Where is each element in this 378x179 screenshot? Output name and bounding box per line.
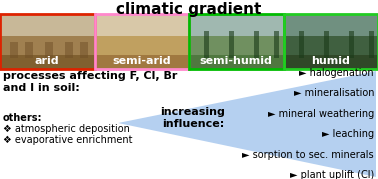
Bar	[204, 30, 209, 58]
Bar	[0, 55, 94, 69]
Text: ► halogenation: ► halogenation	[299, 68, 374, 78]
Text: processes affecting F, Cl, Br
and I in soil:: processes affecting F, Cl, Br and I in s…	[3, 71, 177, 93]
Bar	[94, 14, 189, 69]
Bar	[189, 36, 284, 61]
Text: ► plant uplift (Cl): ► plant uplift (Cl)	[290, 170, 374, 179]
Text: humid: humid	[311, 56, 350, 66]
Text: ► mineral weathering: ► mineral weathering	[268, 109, 374, 119]
Polygon shape	[118, 71, 376, 177]
Text: semi-humid: semi-humid	[200, 56, 273, 66]
Bar	[45, 42, 53, 58]
Bar	[0, 36, 94, 61]
Text: arid: arid	[35, 56, 60, 66]
Bar	[229, 30, 234, 58]
Bar	[299, 30, 304, 58]
Bar	[349, 30, 353, 58]
Text: ❖ atmospheric deposition: ❖ atmospheric deposition	[3, 124, 130, 134]
Bar	[25, 42, 33, 58]
Text: ❖ evaporative enrichment: ❖ evaporative enrichment	[3, 135, 133, 145]
Text: ► mineralisation: ► mineralisation	[293, 88, 374, 98]
Bar	[284, 55, 378, 69]
Bar	[94, 55, 189, 69]
Bar	[189, 14, 284, 69]
Bar	[189, 55, 284, 69]
Bar	[94, 36, 189, 61]
Text: others:: others:	[3, 113, 42, 123]
Text: semi-arid: semi-arid	[112, 56, 171, 66]
Bar	[0, 14, 94, 50]
Bar	[369, 30, 373, 58]
Bar	[65, 42, 73, 58]
Text: increasing
influence:: increasing influence:	[161, 107, 225, 129]
Text: ► leaching: ► leaching	[322, 129, 374, 139]
Bar	[254, 30, 259, 58]
Text: climatic gradient: climatic gradient	[116, 2, 262, 17]
Bar	[80, 42, 88, 58]
Bar	[324, 30, 328, 58]
Bar	[189, 14, 284, 50]
Bar	[284, 14, 378, 69]
Bar	[284, 14, 378, 50]
Bar	[274, 30, 279, 58]
Text: ► sorption to sec. minerals: ► sorption to sec. minerals	[242, 150, 374, 160]
Bar	[10, 42, 18, 58]
Bar	[0, 14, 94, 69]
Bar	[284, 36, 378, 61]
Bar	[94, 14, 189, 50]
